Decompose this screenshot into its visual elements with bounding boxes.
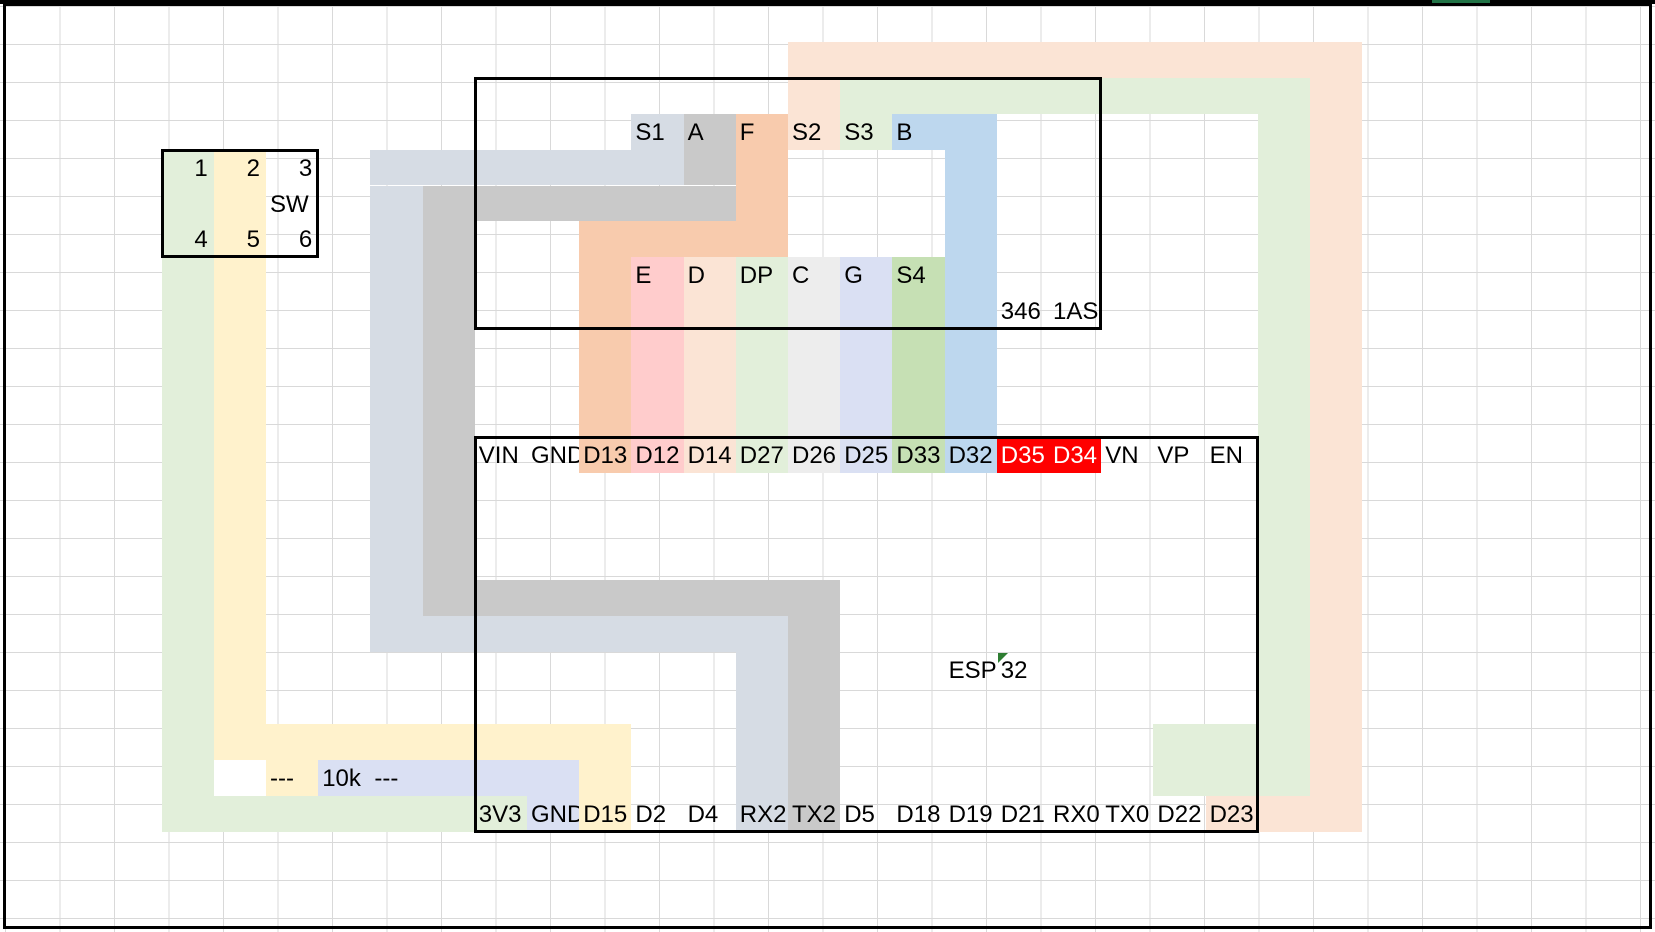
wire-sw2-d15 (579, 759, 632, 832)
esp32-pin-d2-bottom[interactable]: D2 (635, 800, 667, 828)
esp32-pin-en-top[interactable]: EN (1209, 441, 1243, 469)
cell-comment-indicator[interactable] (997, 653, 1008, 664)
wire-d22-s3 (840, 113, 893, 150)
display-part-number-a[interactable]: 346 (1000, 298, 1041, 326)
resistor-value[interactable]: 10k (322, 764, 361, 792)
display-pin-f[interactable]: F (739, 118, 755, 146)
wire-d22-bottom (1153, 724, 1258, 796)
sheet-top-border (0, 0, 1655, 4)
esp32-pin-d19-bottom[interactable]: D19 (948, 800, 993, 828)
esp32-pin-d26-top[interactable]: D26 (792, 441, 837, 469)
switch-pin-6[interactable]: 6 (298, 226, 313, 254)
wire-d23-top (788, 41, 1363, 78)
wire-d22-right (1257, 77, 1310, 796)
display-pin-s3[interactable]: S3 (844, 118, 874, 146)
display-pin-s4[interactable]: S4 (896, 262, 926, 290)
wire-s1-cell (631, 113, 684, 150)
switch-pin-1[interactable]: 1 (194, 154, 208, 182)
esp32-outline (473, 435, 1259, 833)
esp32-pin-d15-bottom[interactable]: D15 (583, 800, 628, 828)
display-pin-a[interactable]: A (687, 118, 704, 146)
display-pin-s2[interactable]: S2 (792, 118, 822, 146)
wire-s1-left (370, 185, 423, 653)
wire-sw2-top (266, 724, 632, 760)
display-outline (473, 76, 1103, 331)
wire-sw1-left (161, 149, 214, 832)
esp32-pin-d18-bottom[interactable]: D18 (896, 800, 941, 828)
wire-sw2-left (213, 149, 266, 760)
esp32-pin-tx0-bottom[interactable]: TX0 (1105, 800, 1150, 828)
display-pin-d[interactable]: D (687, 262, 705, 290)
switch-pin-3[interactable]: 3 (298, 154, 313, 182)
wire-d23-right (1310, 41, 1363, 832)
esp32-pin-vp-top[interactable]: VP (1157, 441, 1190, 469)
esp32-pin-d14-top[interactable]: D14 (687, 441, 732, 469)
esp32-pin-d34-top[interactable]: D34 (1053, 441, 1098, 469)
esp32-pin-d23-bottom[interactable]: D23 (1209, 800, 1254, 828)
wire-d22-top (840, 77, 1310, 114)
display-pin-s1[interactable]: S1 (635, 118, 665, 146)
esp32-pin-vn-top[interactable]: VN (1105, 441, 1139, 469)
esp32-pin-d13-top[interactable]: D13 (583, 441, 628, 469)
gap-cell (213, 759, 266, 796)
wire-f-mid (579, 221, 736, 258)
esp32-pin-d4-bottom[interactable]: D4 (687, 800, 719, 828)
switch-pin-4[interactable]: 4 (194, 226, 208, 254)
display-part-number-b[interactable]: 1AS (1053, 298, 1099, 326)
esp32-pin-d33-top[interactable]: D33 (896, 441, 941, 469)
wire-resistor (318, 759, 580, 796)
wire-a-drop (683, 113, 736, 186)
wire-b-top (892, 113, 997, 150)
display-pin-dp[interactable]: DP (739, 262, 774, 290)
wire-resistor-gnd (527, 795, 580, 832)
switch-pin-2[interactable]: 2 (246, 154, 260, 182)
esp32-pin-d32-top[interactable]: D32 (948, 441, 993, 469)
esp32-pin-d21-bottom[interactable]: D21 (1000, 800, 1045, 828)
esp32-pin-d5-bottom[interactable]: D5 (844, 800, 875, 828)
esp32-pin-gnd-bottom[interactable]: GND (531, 800, 580, 828)
esp32-pin-d27-top[interactable]: D27 (739, 441, 784, 469)
display-pin-g[interactable]: G (844, 262, 863, 290)
switch-outline (160, 148, 320, 259)
wire-b-drop (944, 149, 997, 473)
display-pin-b[interactable]: B (896, 118, 913, 146)
esp32-pin-vin-top[interactable]: VIN (478, 441, 519, 469)
active-sheet-indicator[interactable] (1432, 0, 1490, 5)
esp32-pin-rx0-bottom[interactable]: RX0 (1053, 800, 1100, 828)
esp32-pin-gnd-top[interactable]: GND (531, 441, 580, 469)
pin-d35-d34-highlight (996, 436, 1102, 473)
switch-pin-5[interactable]: 5 (246, 226, 260, 254)
esp32-pin-tx2-bottom[interactable]: TX2 (792, 800, 837, 828)
resistor-dash-left[interactable]: --- (270, 764, 294, 792)
wire-a-tx2 (788, 616, 841, 832)
esp32-pin-rx2-bottom[interactable]: RX2 (739, 800, 787, 828)
esp32-pin-d12-top[interactable]: D12 (635, 441, 680, 469)
esp32-pin-3v3-bottom[interactable]: 3V3 (478, 800, 522, 828)
resistor-dash-right[interactable]: --- (374, 764, 399, 792)
esp32-pin-d25-top[interactable]: D25 (844, 441, 889, 469)
esp32-label-left[interactable]: ESP (948, 657, 997, 685)
esp32-pin-d35-top[interactable]: D35 (1000, 441, 1045, 469)
esp32-pin-d22-bottom[interactable]: D22 (1157, 800, 1202, 828)
wire-a-bottom (474, 580, 841, 617)
wire-sw2-dash (266, 759, 319, 796)
wire-s1-top (370, 149, 684, 186)
wire-a-left (422, 221, 475, 617)
wire-s1-rx2 (735, 652, 788, 832)
switch-label[interactable]: SW (270, 190, 309, 218)
display-pin-c[interactable]: C (792, 262, 810, 290)
wire-f-drop (735, 113, 788, 258)
wire-d23-s2-drop (788, 77, 841, 150)
display-pin-e[interactable]: E (635, 262, 652, 290)
wire-s1-bottom (422, 616, 788, 653)
